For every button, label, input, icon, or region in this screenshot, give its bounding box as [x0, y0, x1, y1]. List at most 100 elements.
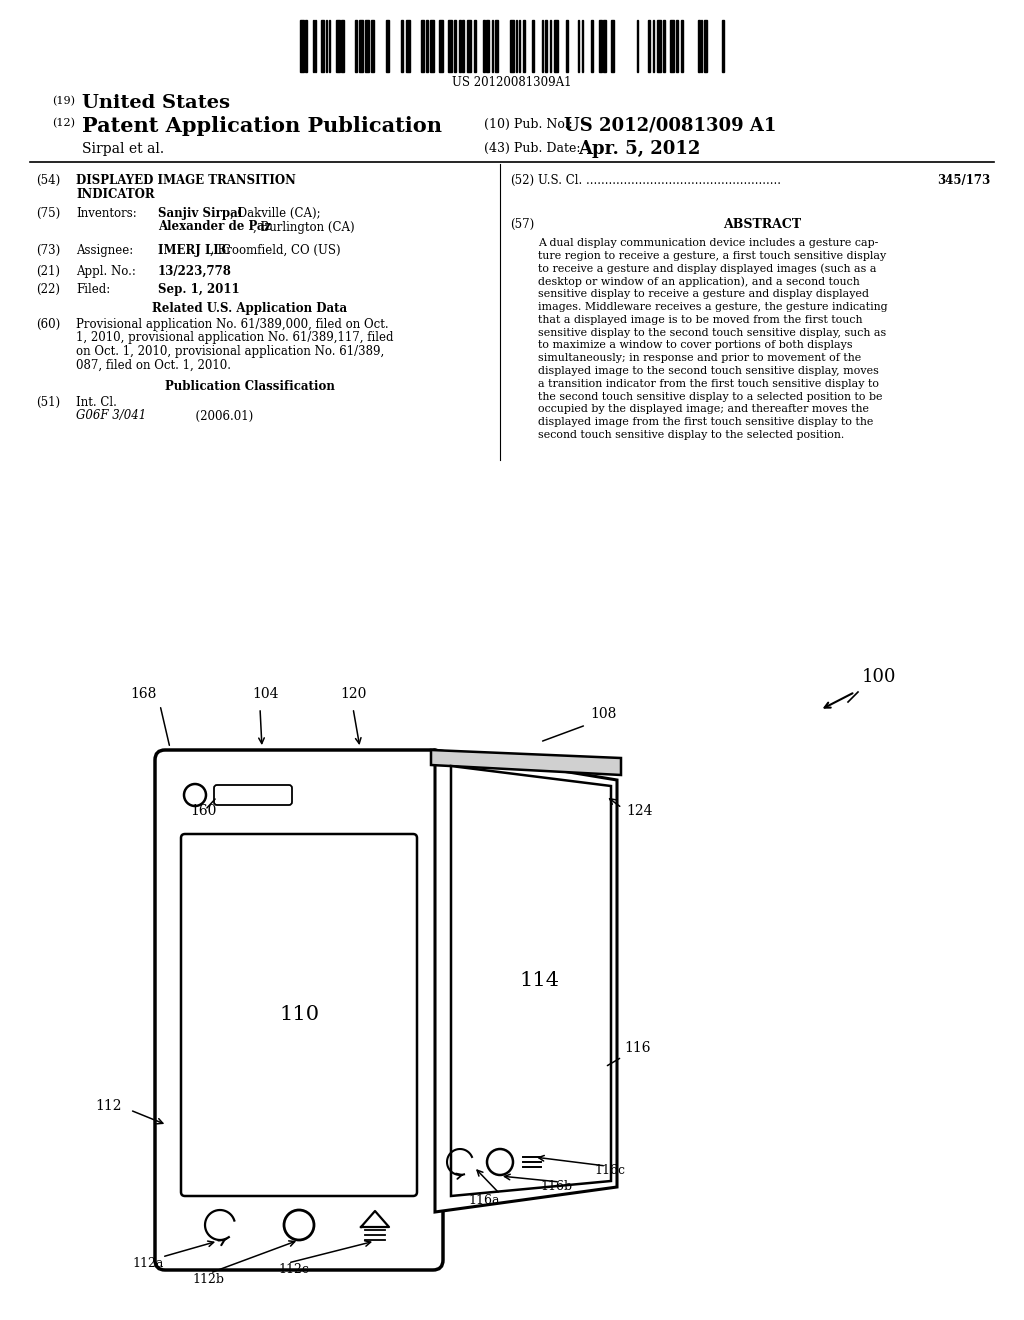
Bar	[430, 20, 434, 73]
FancyBboxPatch shape	[214, 785, 292, 805]
Text: Appl. No.:: Appl. No.:	[76, 265, 136, 279]
Text: 120: 120	[340, 686, 367, 701]
Bar	[611, 20, 614, 73]
Text: , Burlington (CA): , Burlington (CA)	[253, 220, 354, 234]
Polygon shape	[435, 750, 617, 1212]
Bar	[681, 20, 683, 73]
Bar	[705, 20, 707, 73]
Bar	[510, 20, 514, 73]
Bar	[495, 20, 498, 73]
Text: (2006.01): (2006.01)	[158, 409, 253, 422]
Text: (51): (51)	[36, 396, 60, 409]
Bar	[421, 20, 424, 73]
Text: displayed image to the second touch sensitive display, moves: displayed image to the second touch sens…	[538, 366, 879, 376]
Text: sensitive display to the second touch sensitive display, such as: sensitive display to the second touch se…	[538, 327, 886, 338]
Text: (60): (60)	[36, 318, 60, 331]
Bar	[449, 20, 452, 73]
Text: (22): (22)	[36, 282, 60, 296]
Text: 112a: 112a	[132, 1257, 164, 1270]
Bar	[336, 20, 340, 73]
Bar	[355, 20, 357, 73]
Bar	[305, 20, 307, 73]
Text: G06F 3/041: G06F 3/041	[76, 409, 146, 422]
Bar	[467, 20, 471, 73]
Text: 116c: 116c	[594, 1164, 625, 1177]
Text: (75): (75)	[36, 207, 60, 220]
Text: 100: 100	[862, 668, 896, 686]
Bar	[371, 20, 374, 73]
Bar	[406, 20, 410, 73]
Text: to maximize a window to cover portions of both displays: to maximize a window to cover portions o…	[538, 341, 853, 350]
Text: 104: 104	[252, 686, 279, 701]
Text: (73): (73)	[36, 244, 60, 257]
Polygon shape	[451, 766, 611, 1196]
Bar	[603, 20, 606, 73]
Text: 116b: 116b	[540, 1180, 572, 1193]
Bar	[359, 20, 362, 73]
Bar	[532, 20, 534, 73]
Bar	[365, 20, 369, 73]
Text: US 2012/0081309 A1: US 2012/0081309 A1	[564, 116, 776, 135]
Bar	[341, 20, 344, 73]
Text: Sep. 1, 2011: Sep. 1, 2011	[158, 282, 240, 296]
Text: to receive a gesture and display displayed images (such as a: to receive a gesture and display display…	[538, 264, 877, 275]
Text: images. Middleware receives a gesture, the gesture indicating: images. Middleware receives a gesture, t…	[538, 302, 888, 312]
Text: 112c: 112c	[278, 1263, 309, 1276]
Text: Assignee:: Assignee:	[76, 244, 133, 257]
Text: sensitive display to receive a gesture and display displayed: sensitive display to receive a gesture a…	[538, 289, 869, 300]
Text: DISPLAYED IMAGE TRANSITION: DISPLAYED IMAGE TRANSITION	[76, 174, 296, 187]
Text: 114: 114	[519, 972, 559, 990]
Text: 110: 110	[279, 1006, 319, 1024]
Text: Inventors:: Inventors:	[76, 207, 137, 220]
Text: A dual display communication device includes a gesture cap-: A dual display communication device incl…	[538, 238, 879, 248]
Text: ABSTRACT: ABSTRACT	[723, 218, 801, 231]
Text: 124: 124	[626, 804, 652, 818]
Text: ture region to receive a gesture, a first touch sensitive display: ture region to receive a gesture, a firs…	[538, 251, 886, 261]
Bar	[426, 20, 428, 73]
Text: 160: 160	[190, 804, 216, 818]
Text: 112b: 112b	[193, 1272, 224, 1286]
Bar	[545, 20, 547, 73]
Text: (21): (21)	[36, 265, 60, 279]
Bar	[483, 20, 485, 73]
Bar	[648, 20, 650, 73]
Text: 108: 108	[590, 708, 616, 721]
Bar	[663, 20, 665, 73]
Text: Apr. 5, 2012: Apr. 5, 2012	[578, 140, 700, 158]
Text: 116: 116	[624, 1041, 650, 1055]
Text: 13/223,778: 13/223,778	[158, 265, 231, 279]
Text: (10) Pub. No.:: (10) Pub. No.:	[484, 117, 572, 131]
Bar	[462, 20, 464, 73]
Text: US 20120081309A1: US 20120081309A1	[453, 77, 571, 88]
Text: (43) Pub. Date:: (43) Pub. Date:	[484, 143, 581, 154]
Text: second touch sensitive display to the selected position.: second touch sensitive display to the se…	[538, 430, 844, 440]
Text: (52): (52)	[510, 174, 535, 187]
Text: Patent Application Publication: Patent Application Publication	[82, 116, 442, 136]
Bar	[698, 20, 700, 73]
Text: that a displayed image is to be moved from the first touch: that a displayed image is to be moved fr…	[538, 314, 862, 325]
Bar	[523, 20, 525, 73]
Bar	[439, 20, 443, 73]
Text: on Oct. 1, 2010, provisional application No. 61/389,: on Oct. 1, 2010, provisional application…	[76, 345, 384, 358]
Bar	[459, 20, 461, 73]
Text: (12): (12)	[52, 117, 75, 128]
Bar	[386, 20, 389, 73]
Text: IMERJ LLC: IMERJ LLC	[158, 244, 230, 257]
Bar	[657, 20, 662, 73]
Bar	[454, 20, 456, 73]
Text: 345/173: 345/173	[937, 174, 990, 187]
Bar	[321, 20, 324, 73]
Bar	[474, 20, 476, 73]
Bar	[599, 20, 602, 73]
Text: Related U.S. Application Data: Related U.S. Application Data	[153, 302, 347, 315]
Text: a transition indicator from the first touch sensitive display to: a transition indicator from the first to…	[538, 379, 879, 389]
Text: 168: 168	[130, 686, 157, 701]
Text: Sanjiv Sirpal: Sanjiv Sirpal	[158, 207, 242, 220]
Text: Alexander de Paz: Alexander de Paz	[158, 220, 271, 234]
Text: INDICATOR: INDICATOR	[76, 187, 155, 201]
Bar	[486, 20, 489, 73]
Text: 116a: 116a	[468, 1195, 500, 1206]
Text: (54): (54)	[36, 174, 60, 187]
Text: , Oakville (CA);: , Oakville (CA);	[230, 207, 321, 220]
Text: U.S. Cl. ....................................................: U.S. Cl. ...............................…	[538, 174, 781, 187]
